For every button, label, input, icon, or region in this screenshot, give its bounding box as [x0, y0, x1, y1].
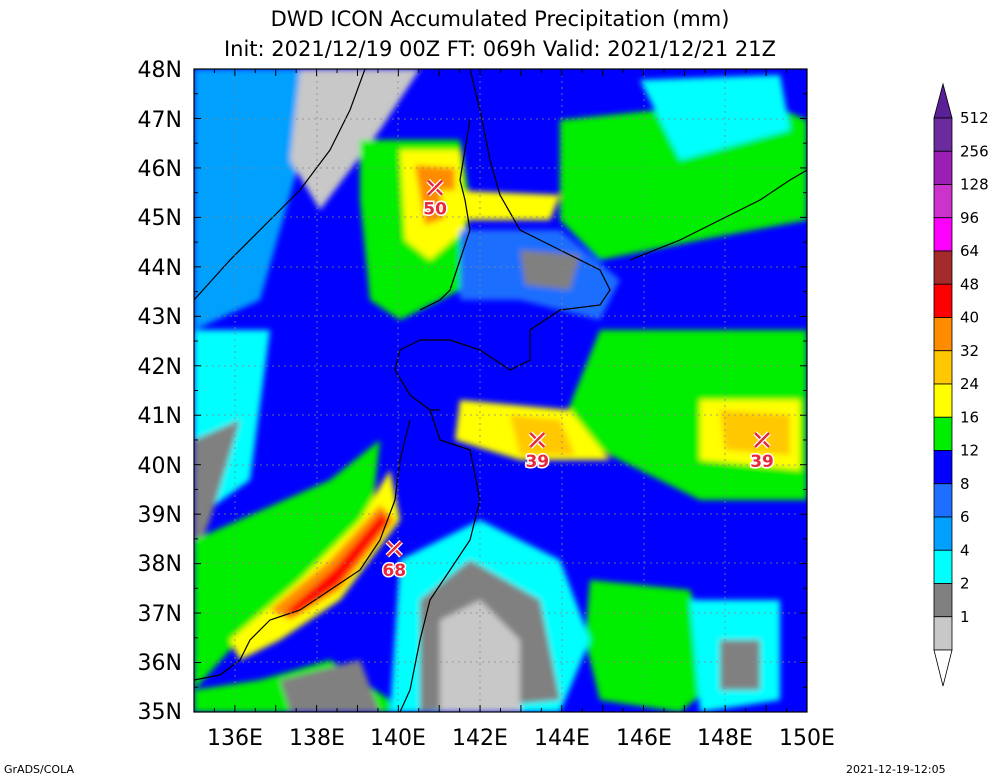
colorbar-label: 256: [960, 142, 989, 160]
maximum-value: 39: [525, 452, 549, 472]
lat-label: 44N: [138, 256, 182, 281]
colorbar-label: 128: [960, 176, 989, 194]
graticule: [194, 69, 807, 712]
colorbar-box: [933, 616, 953, 651]
lat-label: 47N: [138, 108, 182, 133]
colorbar-box: [933, 350, 953, 385]
colorbar-label: 1: [960, 608, 970, 626]
lat-label: 38N: [138, 552, 182, 577]
footer-timestamp: 2021-12-19-12:05: [846, 763, 946, 776]
colorbar-box: [933, 516, 953, 551]
colorbar-box: [933, 383, 953, 418]
coastlines: [194, 69, 807, 712]
lon-label: 140E: [370, 726, 426, 751]
colorbar-label: 2: [960, 575, 970, 593]
lat-label: 36N: [138, 651, 182, 676]
maximum-marker: 39: [749, 431, 775, 473]
colorbar-max-arrow: [933, 82, 953, 119]
lat-label: 42N: [138, 355, 182, 380]
cross-mark: [529, 432, 546, 448]
lon-label: 142E: [452, 726, 508, 751]
colorbar-label: 32: [960, 342, 979, 360]
lat-label: 45N: [138, 206, 182, 231]
lon-label: 138E: [289, 726, 345, 751]
maxima-markers: 50 39 39 68: [381, 178, 775, 582]
colorbar-label: 24: [960, 375, 979, 393]
colorbar-box: [933, 217, 953, 252]
colorbar-label: 48: [960, 275, 979, 293]
map-title: DWD ICON Accumulated Precipitation (mm): [270, 7, 730, 31]
colorbar-box: [933, 549, 953, 584]
colorbar-label: 6: [960, 508, 970, 526]
precipitation-field: [194, 69, 807, 712]
colorbar-label: 512: [960, 109, 989, 127]
lat-label: 37N: [138, 602, 182, 627]
colorbar-box: [933, 583, 953, 618]
lat-label: 46N: [138, 157, 182, 182]
colorbar-box: [933, 317, 953, 352]
lat-label: 39N: [138, 503, 182, 528]
lat-label: 40N: [138, 454, 182, 479]
longitude-labels: 136E 138E 140E 142E 144E 146E 148E 150E: [207, 726, 835, 751]
colorbar-min-arrow: [933, 649, 953, 687]
cross-mark: [427, 179, 443, 196]
colorbar-box: [933, 416, 953, 451]
colorbar-label: 16: [960, 408, 979, 426]
lat-label: 48N: [138, 58, 182, 83]
colorbar-label: 8: [960, 475, 970, 493]
colorbar-box: [933, 150, 953, 185]
maximum-marker: 68: [381, 540, 408, 582]
maximum-value: 39: [750, 452, 774, 472]
maximum-value: 68: [382, 561, 406, 581]
footer-software: GrADS/COLA: [4, 763, 74, 776]
lat-label: 43N: [138, 305, 182, 330]
colorbar-label: 96: [960, 209, 979, 227]
maximum-value: 50: [423, 200, 447, 220]
colorbar-label: 64: [960, 242, 979, 260]
colorbar-box: [933, 250, 953, 285]
cross-mark: [386, 540, 403, 557]
colorbar-box: [933, 184, 953, 219]
colorbar-box: [933, 483, 953, 518]
axis-ticks: [193, 68, 808, 713]
colorbar-box: [933, 450, 953, 485]
colorbar-label: 40: [960, 309, 979, 327]
colorbar-box: [933, 283, 953, 318]
colorbar-label: 12: [960, 442, 979, 460]
lon-label: 144E: [534, 726, 590, 751]
lon-label: 136E: [207, 726, 263, 751]
lat-label: 35N: [138, 700, 182, 725]
lon-label: 146E: [616, 726, 672, 751]
latitude-labels: 48N 47N 46N 45N 44N 43N 42N 41N 40N 39N …: [138, 58, 182, 725]
lon-label: 148E: [697, 726, 753, 751]
lat-label: 41N: [138, 404, 182, 429]
colorbar-box: [933, 117, 953, 152]
colorbar-boxes: [933, 117, 953, 651]
map-subtitle: Init: 2021/12/19 00Z FT: 069h Valid: 202…: [223, 37, 777, 61]
maximum-marker: 50: [422, 178, 449, 221]
lon-label: 150E: [779, 726, 835, 751]
maximum-marker: 39: [524, 431, 551, 473]
cross-mark: [754, 432, 770, 448]
colorbar-label: 4: [960, 541, 970, 559]
